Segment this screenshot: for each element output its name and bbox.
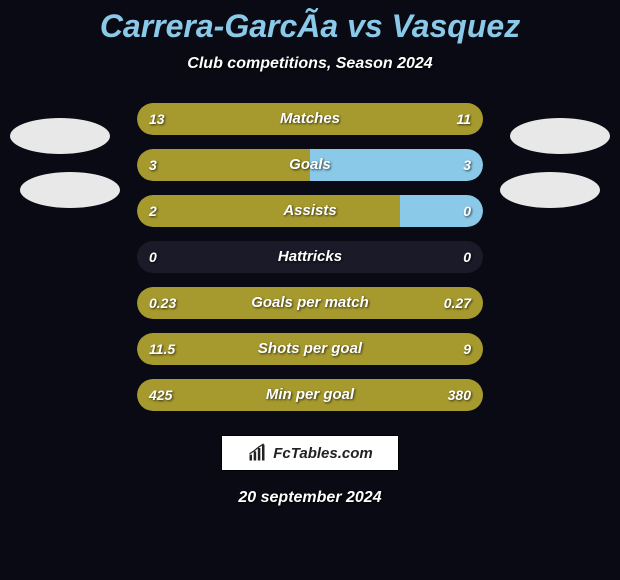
stat-label: Goals <box>137 149 483 181</box>
stat-label: Shots per goal <box>137 333 483 365</box>
stat-row: 3Goals3 <box>137 149 483 181</box>
stat-row: 11.5Shots per goal9 <box>137 333 483 365</box>
branding-text: FcTables.com <box>273 445 372 462</box>
stat-row: 13Matches11 <box>137 103 483 135</box>
player2-avatar-bottom <box>500 172 600 208</box>
stat-row: 2Assists0 <box>137 195 483 227</box>
stat-label: Hattricks <box>137 241 483 273</box>
stat-value-right: 0 <box>463 195 471 227</box>
stat-label: Matches <box>137 103 483 135</box>
comparison-subtitle: Club competitions, Season 2024 <box>0 55 620 73</box>
player1-avatar-bottom <box>20 172 120 208</box>
stat-label: Goals per match <box>137 287 483 319</box>
branding-badge: FcTables.com <box>221 435 399 471</box>
stat-row: 0Hattricks0 <box>137 241 483 273</box>
stat-label: Assists <box>137 195 483 227</box>
stat-row: 425Min per goal380 <box>137 379 483 411</box>
chart-icon <box>247 443 267 463</box>
stat-value-right: 11 <box>456 103 471 135</box>
stat-value-right: 3 <box>463 149 471 181</box>
stat-value-right: 380 <box>448 379 471 411</box>
stat-label: Min per goal <box>137 379 483 411</box>
player2-avatar-top <box>510 118 610 154</box>
stat-value-right: 0 <box>463 241 471 273</box>
comparison-title: Carrera-GarcÃ­a vs Vasquez <box>0 0 620 45</box>
stat-value-right: 0.27 <box>444 287 471 319</box>
snapshot-date: 20 september 2024 <box>0 489 620 507</box>
stat-value-right: 9 <box>463 333 471 365</box>
player1-avatar-top <box>10 118 110 154</box>
stat-row: 0.23Goals per match0.27 <box>137 287 483 319</box>
